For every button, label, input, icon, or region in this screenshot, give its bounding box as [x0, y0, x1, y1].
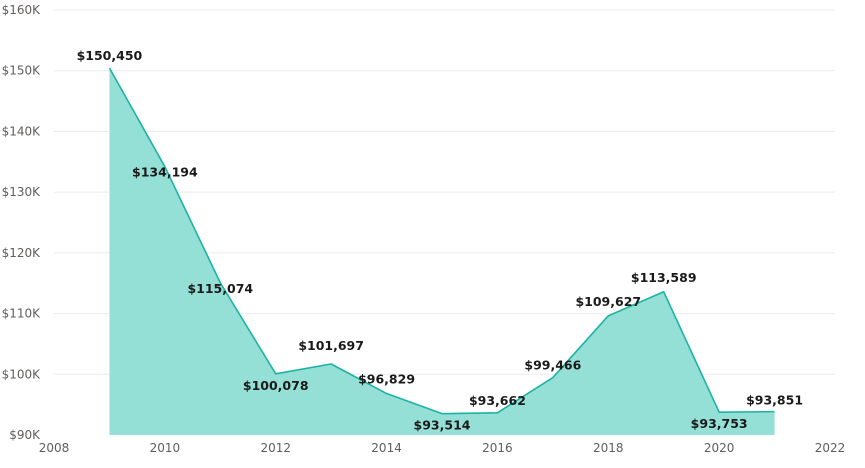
x-tick-label: 2020: [704, 441, 735, 455]
data-label: $109,627: [575, 294, 641, 309]
data-label: $93,514: [414, 418, 471, 433]
data-label: $134,194: [132, 165, 198, 180]
data-label: $113,589: [631, 270, 697, 285]
x-tick-label: 2022: [815, 441, 846, 455]
data-label: $150,450: [77, 48, 143, 63]
data-label: $99,466: [524, 358, 581, 373]
area-line: [108, 67, 775, 415]
y-tick-label: $100K: [2, 367, 42, 381]
data-label: $93,662: [469, 393, 526, 408]
x-tick-label: 2008: [39, 441, 70, 455]
data-label: $93,753: [691, 416, 748, 431]
x-axis: 2008 2010 2012 2014 2016 2018 2020 2022: [39, 441, 846, 455]
data-label: $96,829: [358, 372, 415, 387]
data-label: $100,078: [243, 378, 309, 393]
y-tick-label: $110K: [2, 307, 42, 321]
x-tick-label: 2018: [593, 441, 624, 455]
y-tick-label: $140K: [2, 124, 42, 138]
x-tick-label: 2016: [482, 441, 513, 455]
x-tick-label: 2012: [260, 441, 291, 455]
x-tick-label: 2014: [371, 441, 402, 455]
area-series: [108, 67, 775, 435]
data-label: $101,697: [298, 338, 364, 353]
data-label: $93,851: [746, 393, 803, 408]
x-tick-label: 2010: [150, 441, 181, 455]
y-axis: $90K $100K $110K $120K $130K $140K $150K $160K: [2, 3, 42, 442]
area-fill: [109, 67, 775, 435]
y-tick-label: $150K: [2, 64, 42, 78]
y-tick-label: $120K: [2, 246, 42, 260]
y-tick-label: $90K: [9, 428, 41, 442]
y-tick-label: $130K: [2, 185, 42, 199]
data-label: $115,074: [187, 281, 253, 296]
y-tick-label: $160K: [2, 3, 42, 17]
data-labels: $150,450 $134,194 $115,074 $100,078 $101,697…: [77, 48, 803, 433]
